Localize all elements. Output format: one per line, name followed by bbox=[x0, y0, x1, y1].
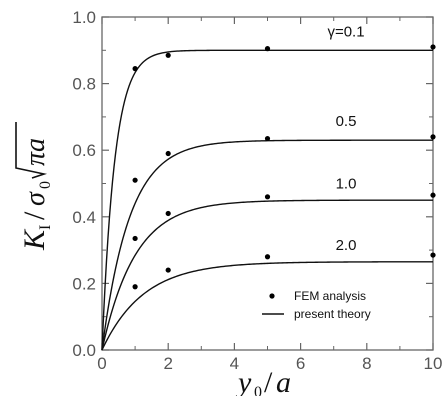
y-label-slash: / bbox=[18, 211, 51, 220]
y-axis-label: K I / σ 0 πa bbox=[15, 122, 54, 251]
fem-point bbox=[430, 252, 436, 258]
fem-point bbox=[165, 267, 171, 273]
y-label-sigma: σ bbox=[20, 191, 51, 206]
curve-label-3: 2.0 bbox=[336, 237, 357, 254]
fem-points bbox=[132, 44, 436, 290]
legend-label: present theory bbox=[294, 307, 371, 321]
theory-curve-3 bbox=[101, 261, 434, 351]
fem-point bbox=[430, 192, 436, 198]
fem-point bbox=[264, 135, 271, 142]
x-tick-label: 10 bbox=[424, 354, 443, 373]
y-label-sub-i: I bbox=[37, 225, 54, 230]
x-tick-label: 0 bbox=[97, 354, 106, 373]
fem-point bbox=[132, 66, 138, 72]
x-tick-label: 8 bbox=[362, 354, 371, 373]
y-tick-label: 0.2 bbox=[72, 274, 96, 293]
fem-point bbox=[430, 134, 436, 140]
y-tick-label: 1.0 bbox=[72, 8, 96, 27]
legend-label: FEM analysis bbox=[294, 289, 366, 303]
fem-point bbox=[264, 194, 271, 200]
x-axis-label: y 0 / a bbox=[235, 366, 291, 396]
fem-point bbox=[264, 254, 271, 260]
x-label-slash: / bbox=[264, 366, 273, 396]
x-label-y: y bbox=[235, 366, 252, 396]
fem-point bbox=[165, 52, 171, 58]
theory-curve-1 bbox=[101, 139, 433, 351]
y-label-pi-a: πa bbox=[20, 138, 51, 166]
x-label-a: a bbox=[276, 366, 291, 396]
curve-label-2: 1.0 bbox=[336, 175, 357, 192]
curve-label-1: 0.5 bbox=[336, 113, 357, 130]
y-tick-label: 0.4 bbox=[72, 208, 96, 227]
y-label-sqrt bbox=[15, 122, 48, 179]
fem-point bbox=[264, 46, 271, 52]
legend-dot bbox=[269, 293, 275, 299]
fem-point bbox=[165, 150, 171, 157]
y-tick-label: 0.6 bbox=[72, 141, 96, 160]
legend: FEM analysis present theory bbox=[262, 289, 371, 321]
curve-labels: γ=0.1 0.5 1.0 2.0 bbox=[327, 23, 364, 254]
x-tick-label: 6 bbox=[296, 354, 305, 373]
theory-curves bbox=[101, 49, 434, 351]
y-label-sub-0: 0 bbox=[37, 181, 54, 189]
x-tick-label: 2 bbox=[163, 354, 172, 373]
y-tick-label: 0.0 bbox=[72, 341, 96, 360]
plot-frame bbox=[101, 16, 434, 351]
x-tick-label: 4 bbox=[230, 354, 239, 373]
fem-point bbox=[165, 210, 171, 217]
fem-point bbox=[132, 177, 138, 183]
fem-point bbox=[430, 44, 436, 50]
y-label-k: K bbox=[18, 228, 51, 251]
fem-point bbox=[132, 284, 138, 290]
x-label-sub-0: 0 bbox=[254, 384, 262, 396]
curve-label-0: γ=0.1 bbox=[327, 23, 364, 40]
theory-curve-2 bbox=[101, 199, 433, 351]
fem-point bbox=[132, 235, 138, 242]
y-tick-label: 0.8 bbox=[72, 75, 96, 94]
axes: 0 2 4 6 8 10 0.0 0.2 0.4 0.6 0.8 1.0 bbox=[72, 8, 442, 373]
